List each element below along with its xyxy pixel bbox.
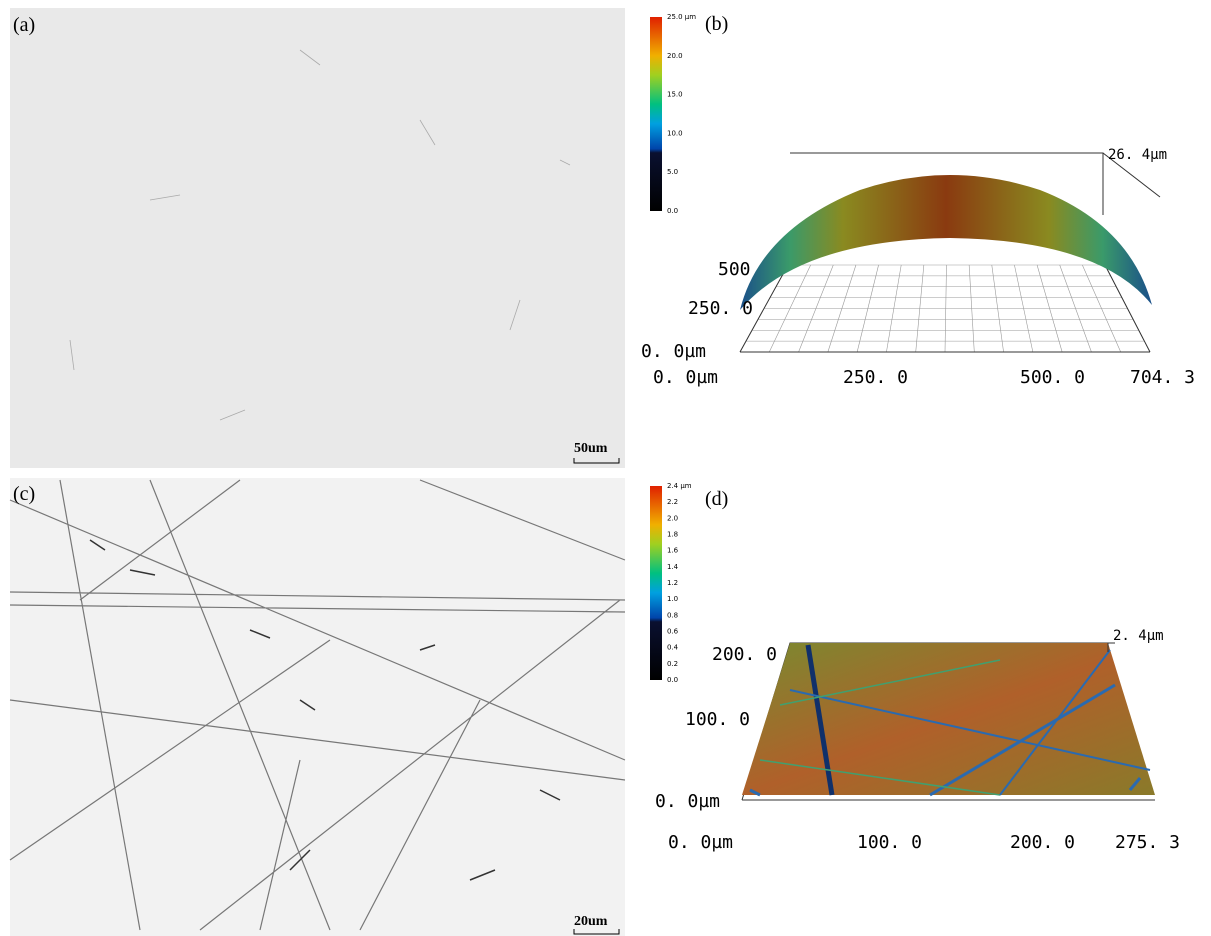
panel-label: (d) <box>705 488 728 510</box>
colorbar-tick-label: 15.0 <box>667 91 683 99</box>
colorbar-tick-label: 20.0 <box>667 52 683 60</box>
figure: (a) 50um (c) 20um (b) 26. 4µm 500 250. 0… <box>0 0 1211 936</box>
colorbar-tick-label: 5.0 <box>667 168 678 176</box>
micrograph-a <box>10 8 625 468</box>
colorbar-tick-label: 1.0 <box>667 595 678 603</box>
surface <box>742 643 1155 795</box>
colorbar-tick-label: 25.0 µm <box>667 13 696 21</box>
colorbar-tick-label: 0.6 <box>667 628 679 636</box>
z-max-label: 26. 4µm <box>1108 147 1167 163</box>
colorbar <box>650 486 662 680</box>
y-tick-label: 250. 0 <box>688 298 753 319</box>
colorbar-tick-label: 2.4 µm <box>667 482 692 490</box>
micrograph-c <box>10 478 625 936</box>
colorbar-tick-label: 10.0 <box>667 129 683 137</box>
z-max-label: 2. 4µm <box>1113 628 1164 644</box>
colorbar-tick-label: 1.2 <box>667 579 678 587</box>
scale-bar-label: 50um <box>574 441 608 456</box>
panel-label: (b) <box>705 13 728 35</box>
scale-bar-label: 20um <box>574 914 608 929</box>
x-tick-label: 500. 0 <box>1020 367 1085 388</box>
x-tick-label: 704. 3 <box>1130 367 1195 388</box>
colorbar-tick-label: 1.6 <box>667 547 679 555</box>
colorbar-tick-label: 0.2 <box>667 660 678 668</box>
colorbar-tick-label: 0.0 <box>667 207 678 215</box>
colorbar-tick-label: 2.2 <box>667 498 678 506</box>
x-tick-label: 0. 0µm <box>668 832 733 853</box>
panel-label: (c) <box>13 483 35 505</box>
x-tick-label: 275. 3 <box>1115 832 1180 853</box>
colorbar-tick-label: 0.0 <box>667 676 678 684</box>
y-tick-label: 200. 0 <box>712 644 777 665</box>
colorbar-tick-label: 0.8 <box>667 611 678 619</box>
y-tick-label: 500 <box>718 259 751 280</box>
colorbar-tick-label: 1.4 <box>667 563 679 571</box>
x-tick-label: 100. 0 <box>857 832 922 853</box>
panel-label: (a) <box>13 14 35 36</box>
colorbar <box>650 17 662 211</box>
x-tick-label: 250. 0 <box>843 367 908 388</box>
y-tick-label: 100. 0 <box>685 709 750 730</box>
x-tick-label: 0. 0µm <box>653 367 718 388</box>
grid <box>740 265 1150 352</box>
x-tick-label: 200. 0 <box>1010 832 1075 853</box>
colorbar-tick-label: 2.0 <box>667 514 678 522</box>
colorbar-tick-label: 1.8 <box>667 531 678 539</box>
y-tick-label: 0. 0µm <box>655 791 720 812</box>
colorbar-tick-label: 0.4 <box>667 644 679 652</box>
y-tick-label: 0. 0µm <box>641 341 706 362</box>
